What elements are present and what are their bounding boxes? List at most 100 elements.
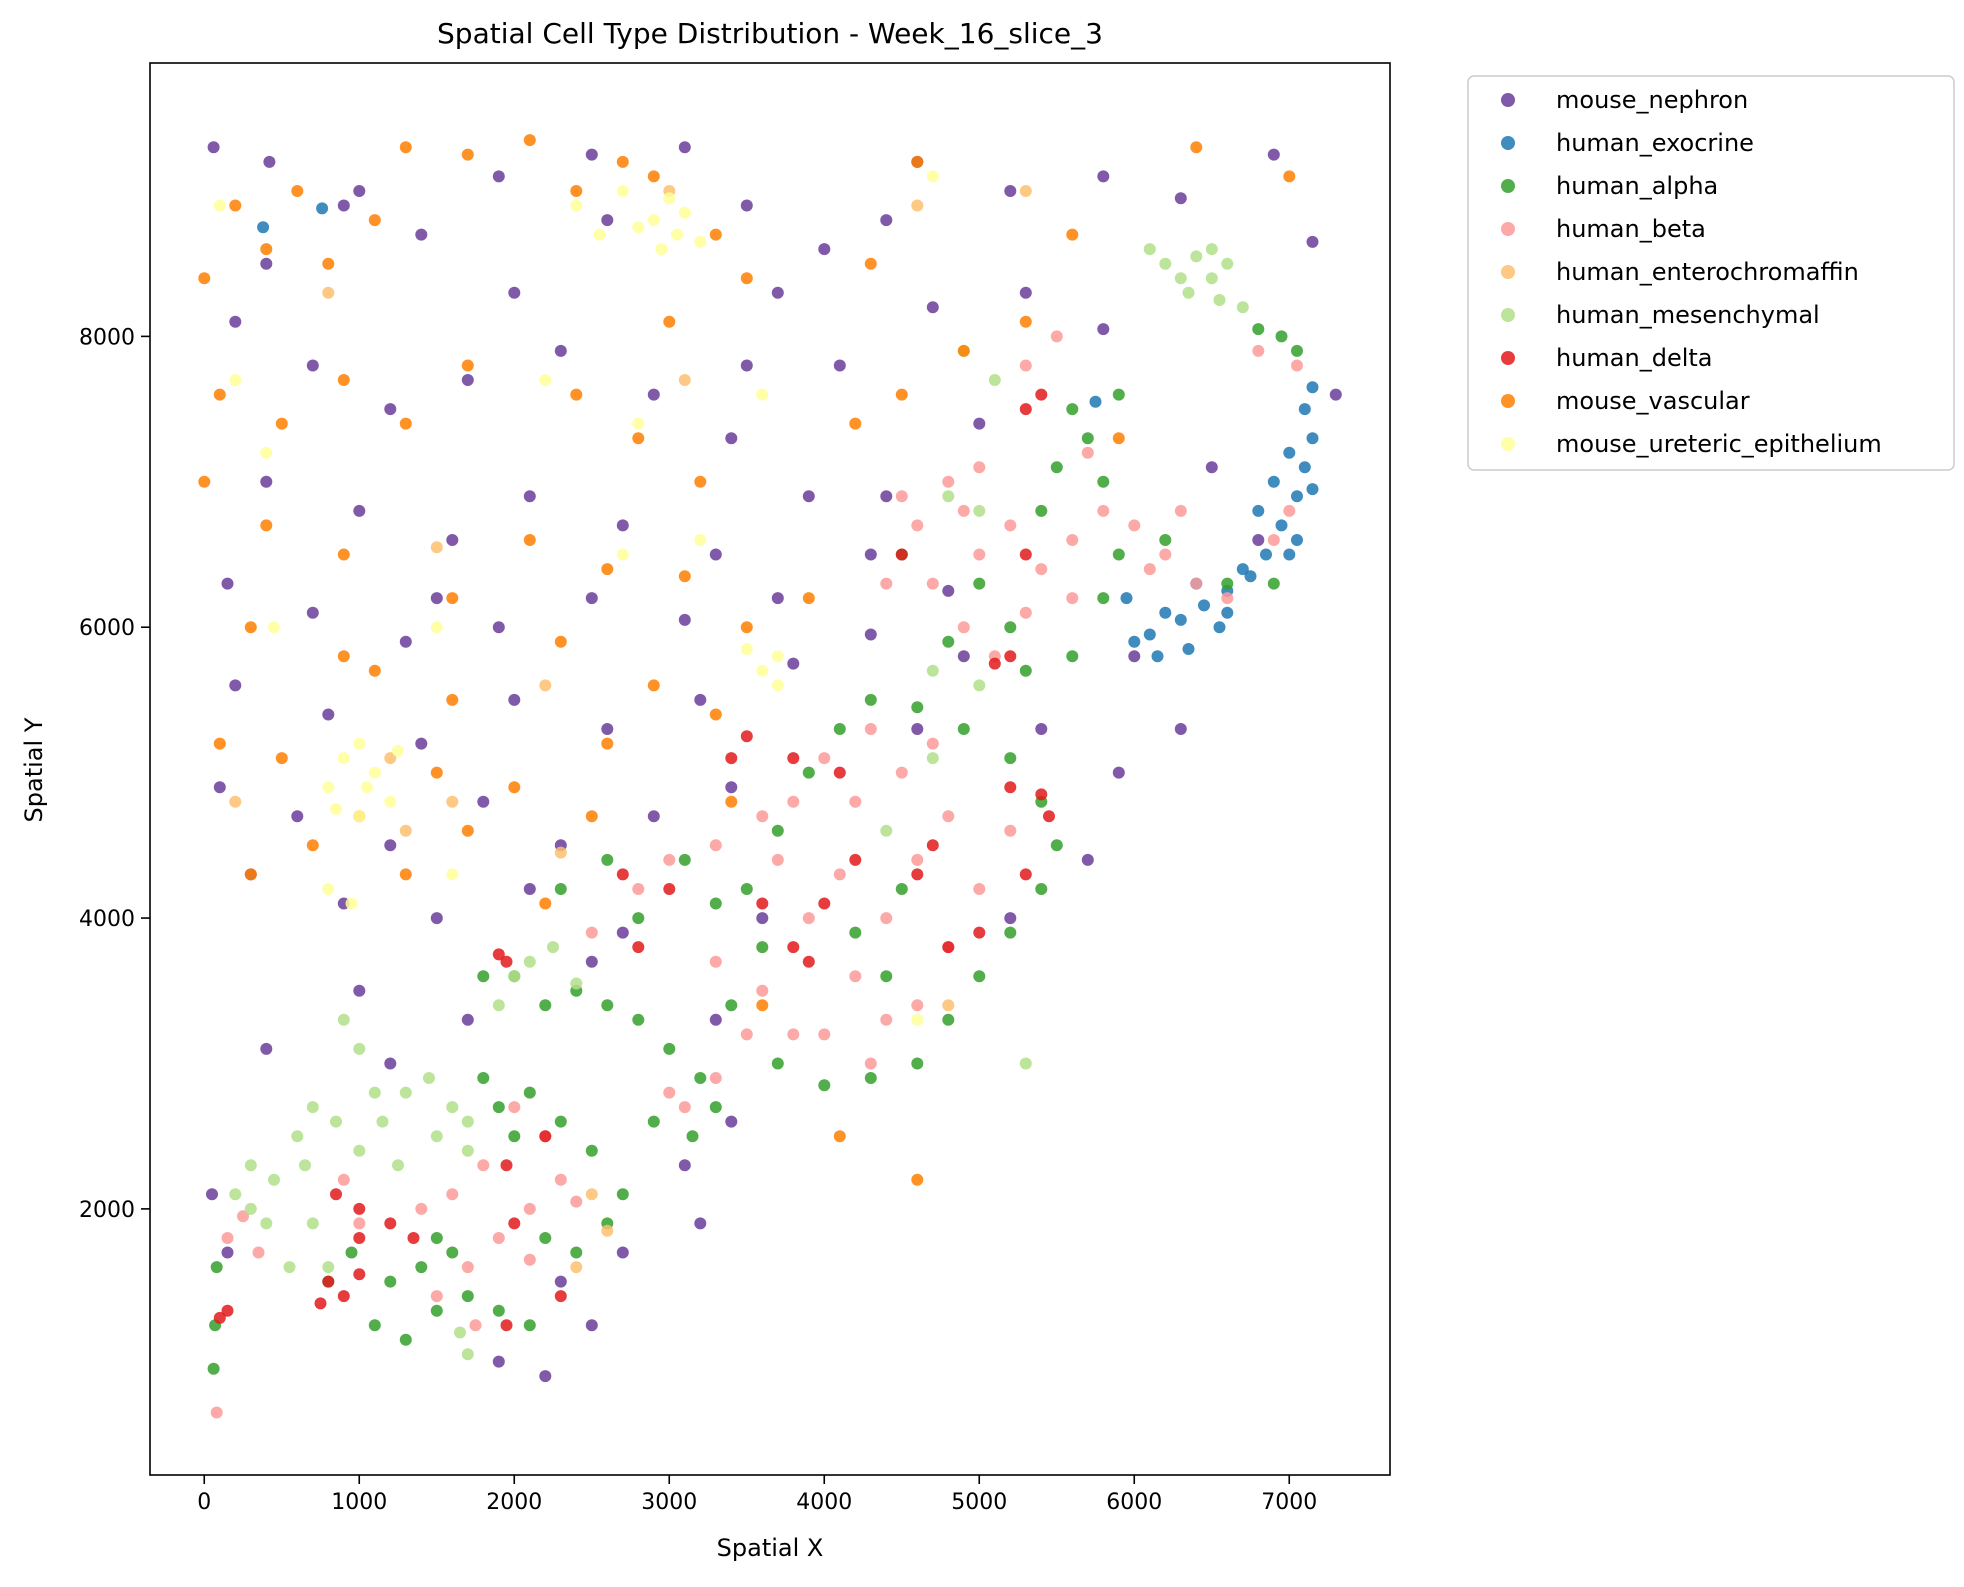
point-human_beta-65 — [1283, 504, 1296, 517]
point-human_alpha-28 — [663, 1042, 676, 1055]
point-mouse_nephron-34 — [221, 577, 234, 590]
point-human_exocrine-19 — [1120, 592, 1133, 605]
point-human_enterochromaffin-4 — [585, 1188, 598, 1201]
legend-marker-human_exocrine — [1501, 136, 1515, 150]
legend-frame — [1467, 75, 1955, 471]
point-human_beta-62 — [1143, 563, 1156, 576]
point-human_mesenchymal-31 — [1190, 250, 1203, 263]
point-human_alpha-29 — [694, 1072, 707, 1084]
point-human_exocrine-8 — [1291, 490, 1303, 503]
point-mouse_nephron-42 — [942, 584, 955, 597]
point-mouse_nephron-64 — [260, 1042, 273, 1055]
point-human_alpha-49 — [911, 1057, 924, 1070]
point-human_mesenchymal-14 — [353, 1042, 366, 1055]
point-human_beta-19 — [880, 912, 893, 925]
point-human_alpha-72 — [1252, 323, 1265, 336]
point-mouse_ureteric_epithelium-25 — [229, 374, 242, 386]
point-human_enterochromaffin-0 — [229, 795, 242, 808]
point-mouse_ureteric_epithelium-4 — [671, 228, 683, 241]
point-mouse_nephron-94 — [353, 185, 366, 197]
point-mouse_nephron-90 — [1329, 388, 1342, 401]
point-mouse_ureteric_epithelium-32 — [926, 170, 939, 183]
point-mouse_vascular-38 — [709, 708, 722, 721]
point-human_beta-20 — [911, 853, 924, 866]
point-human_exocrine-29 — [1283, 548, 1296, 561]
point-mouse_nephron-49 — [787, 657, 800, 670]
point-mouse_nephron-8 — [818, 243, 831, 256]
point-human_mesenchymal-36 — [1236, 301, 1249, 314]
point-mouse_nephron-93 — [508, 286, 521, 299]
point-human_delta-29 — [756, 897, 769, 910]
point-mouse_vascular-45 — [306, 839, 319, 852]
point-mouse_nephron-55 — [647, 810, 660, 823]
point-human_mesenchymal-6 — [353, 1144, 366, 1157]
point-human_beta-43 — [942, 475, 955, 488]
point-human_exocrine-14 — [1267, 475, 1280, 488]
point-mouse_vascular-44 — [244, 868, 257, 881]
point-human_beta-44 — [911, 519, 924, 532]
point-human_beta-77 — [678, 1101, 691, 1114]
point-human_beta-34 — [973, 883, 986, 895]
point-human_beta-39 — [740, 1028, 753, 1041]
point-mouse_vascular-29 — [601, 563, 614, 576]
point-human_exocrine-28 — [1221, 606, 1234, 619]
point-human_enterochromaffin-7 — [1019, 185, 1032, 197]
point-human_mesenchymal-25 — [508, 970, 521, 983]
point-human_alpha-32 — [647, 1115, 660, 1128]
point-mouse_nephron-95 — [260, 257, 273, 270]
point-human_mesenchymal-33 — [1221, 257, 1234, 270]
point-human_beta-59 — [895, 490, 908, 503]
x-tick-label: 2000 — [486, 1490, 542, 1515]
point-mouse_nephron-50 — [213, 781, 226, 794]
legend-marker-mouse_ureteric_epithelium — [1501, 437, 1515, 451]
point-human_mesenchymal-12 — [392, 1159, 404, 1172]
legend-marker-human_alpha — [1501, 179, 1515, 193]
point-mouse_nephron-2 — [337, 199, 350, 212]
point-human_alpha-59 — [678, 853, 691, 866]
point-mouse_nephron-74 — [678, 1159, 691, 1172]
legend-marker-mouse_vascular — [1501, 394, 1515, 408]
point-mouse_ureteric_epithelium-26 — [213, 199, 226, 212]
point-mouse_vascular-42 — [508, 781, 521, 794]
point-human_enterochromaffin-10 — [322, 286, 335, 299]
point-mouse_nephron-15 — [229, 315, 242, 328]
point-mouse_vascular-15 — [213, 388, 226, 401]
point-human_beta-15 — [252, 1246, 265, 1259]
point-human_alpha-83 — [1050, 461, 1063, 474]
point-human_beta-12 — [570, 1195, 583, 1208]
point-mouse_nephron-66 — [585, 955, 598, 968]
point-mouse_ureteric_epithelium-1 — [593, 228, 606, 241]
point-human_mesenchymal-23 — [368, 1086, 381, 1099]
point-human_beta-42 — [973, 461, 986, 474]
point-human_beta-72 — [632, 883, 645, 895]
legend-marker-human_mesenchymal — [1501, 308, 1515, 322]
x-axis-ticks: 0 1000 2000 3000 4000 5000 6000 7000 — [197, 1475, 1317, 1515]
point-mouse_vascular-30 — [678, 570, 691, 583]
point-human_beta-75 — [663, 1086, 676, 1099]
point-mouse_nephron-19 — [554, 344, 567, 357]
point-mouse_nephron-25 — [1097, 323, 1110, 336]
point-human_delta-20 — [787, 752, 800, 765]
point-human_alpha-46 — [1004, 926, 1017, 939]
point-mouse_vascular-61 — [725, 795, 738, 808]
point-human_mesenchymal-1 — [244, 1159, 257, 1172]
point-mouse_nephron-85 — [957, 650, 970, 663]
point-human_beta-2 — [492, 1232, 505, 1244]
point-mouse_nephron-27 — [353, 504, 366, 517]
point-mouse_ureteric_epithelium-11 — [337, 752, 350, 765]
point-mouse_vascular-21 — [632, 432, 645, 445]
series-mouse_ureteric_epithelium — [213, 170, 939, 1026]
legend-marker-human_beta — [1501, 222, 1515, 236]
point-human_exocrine-16 — [1213, 621, 1226, 634]
point-human_mesenchymal-5 — [330, 1115, 342, 1128]
point-mouse_ureteric_epithelium-10 — [322, 781, 335, 794]
point-human_beta-74 — [709, 955, 722, 968]
point-human_mesenchymal-32 — [1205, 243, 1218, 256]
point-human_exocrine-3 — [1198, 599, 1210, 612]
point-mouse_vascular-62 — [368, 664, 381, 677]
point-human_alpha-67 — [1112, 548, 1125, 561]
point-mouse_ureteric_epithelium-7 — [655, 243, 668, 256]
point-mouse_vascular-63 — [663, 315, 676, 328]
point-human_delta-14 — [213, 1311, 226, 1324]
point-human_delta-4 — [353, 1232, 366, 1244]
